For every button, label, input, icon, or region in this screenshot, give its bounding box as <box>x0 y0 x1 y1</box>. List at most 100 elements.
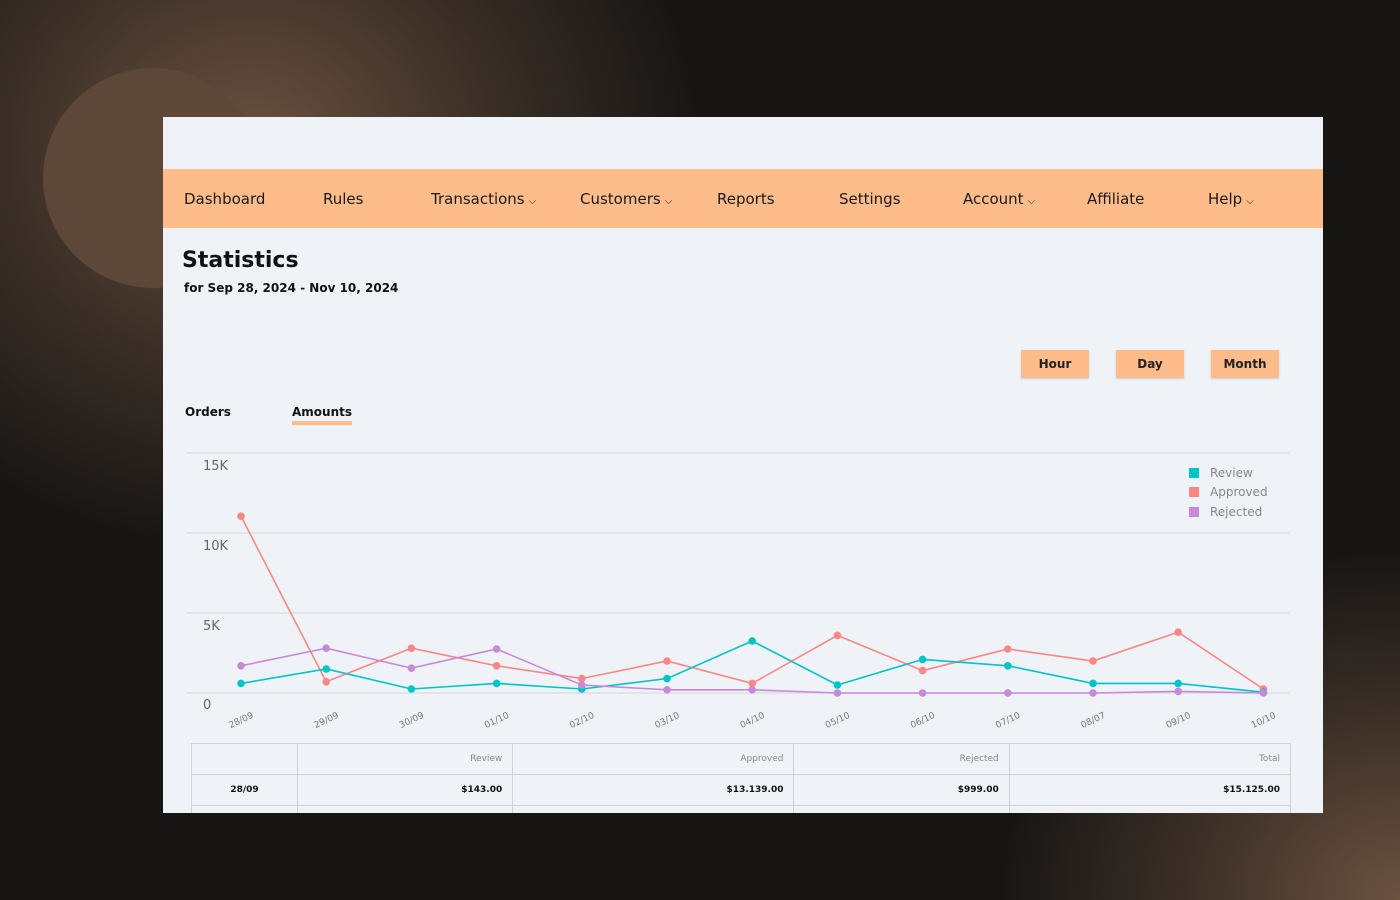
table-cell: $15.125.00 <box>1008 774 1292 806</box>
month-button[interactable]: Month <box>1211 350 1279 378</box>
legend-label: Review <box>1210 465 1253 480</box>
hour-button[interactable]: Hour <box>1021 350 1089 378</box>
column-header: Review <box>296 743 514 775</box>
x-tick-label: 07/10 <box>994 711 1022 731</box>
tab-orders[interactable]: Orders <box>185 405 231 419</box>
data-point-rejected <box>322 644 330 652</box>
nav-item-affiliate[interactable]: Affiliate <box>1087 190 1144 208</box>
nav-item-customers[interactable]: Customers ⌵ <box>580 190 672 208</box>
data-point-review <box>1174 679 1182 688</box>
data-point-approved <box>237 512 245 520</box>
data-point-approved <box>578 674 586 683</box>
data-point-rejected <box>492 645 501 653</box>
data-point-approved <box>918 666 927 675</box>
nav-item-label: Account <box>963 189 1024 208</box>
table-cell <box>191 805 298 813</box>
data-point-review <box>322 665 330 673</box>
data-point-approved <box>663 657 671 665</box>
data-point-review <box>918 655 927 664</box>
table-row <box>191 805 1292 813</box>
table-row: 28/09 $143.00 $13.139.00 $999.00 $15.125.00 <box>191 774 1292 806</box>
x-tick-label: 06/10 <box>909 711 937 731</box>
nav-item-label: Affiliate <box>1087 189 1145 208</box>
data-point-review <box>407 685 416 693</box>
column-header: Total <box>1008 743 1292 775</box>
data-point-approved <box>748 679 756 688</box>
y-tick-label: 10K <box>203 539 229 554</box>
series-line-approved <box>240 515 1264 690</box>
nav-item-transactions[interactable]: Transactions ⌵ <box>431 190 536 208</box>
data-point-approved <box>833 631 842 640</box>
table-cell <box>296 805 514 813</box>
x-tick-label: 01/10 <box>483 711 511 731</box>
nav-item-label: Dashboard <box>184 189 266 208</box>
nav-item-rules[interactable]: Rules <box>323 190 363 208</box>
column-header: Rejected <box>793 743 1010 775</box>
nav-item-settings[interactable]: Settings <box>839 190 901 208</box>
table-cell <box>793 805 1010 813</box>
nav-item-label: Customers <box>580 189 661 208</box>
column-header: Approved <box>512 743 795 775</box>
data-point-review <box>1089 679 1097 688</box>
page-title: Statistics <box>182 248 299 273</box>
nav-item-label: Reports <box>717 189 775 208</box>
chevron-down-icon: ⌵ <box>1027 195 1036 207</box>
tab-amounts[interactable]: Amounts <box>292 405 352 425</box>
data-point-rejected <box>1259 689 1268 697</box>
nav-item-label: Transactions <box>431 189 525 208</box>
table-cell: $999.00 <box>793 774 1010 806</box>
chart-legend: Review Approved Rejected <box>1189 463 1268 522</box>
y-tick-label: 0 <box>203 698 211 713</box>
data-point-review <box>492 679 501 688</box>
data-point-rejected <box>237 662 245 670</box>
data-point-approved <box>1004 645 1012 653</box>
x-tick-label: 10/10 <box>1250 711 1278 731</box>
x-tick-label: 02/10 <box>568 711 596 731</box>
nav-item-help[interactable]: Help ⌵ <box>1208 190 1254 208</box>
statistics-window: Dashboard Rules Transactions ⌵ Customers ⌵ Rep… <box>163 117 1323 813</box>
date-range: for Sep 28, 2024 - Nov 10, 2024 <box>184 281 399 295</box>
data-point-rejected <box>407 664 416 672</box>
data-point-approved <box>322 678 330 686</box>
data-point-rejected <box>1174 687 1182 696</box>
data-point-rejected <box>833 689 842 697</box>
x-tick-label: 05/10 <box>824 711 852 731</box>
nav-item-label: Help <box>1208 189 1243 208</box>
x-tick-label: 30/09 <box>398 711 426 731</box>
legend-swatch <box>1189 506 1199 517</box>
table-cell: $13.139.00 <box>512 774 795 806</box>
data-point-review <box>237 679 245 688</box>
legend-item: Rejected <box>1189 502 1268 522</box>
x-tick-label: 29/09 <box>313 711 341 731</box>
data-point-review <box>1004 662 1012 670</box>
data-point-rejected <box>1004 689 1012 697</box>
legend-swatch <box>1189 487 1199 498</box>
data-point-approved <box>492 662 501 670</box>
data-point-rejected <box>748 686 756 694</box>
data-point-rejected <box>663 686 671 694</box>
data-point-rejected <box>578 681 586 689</box>
x-tick-label: 09/10 <box>1165 711 1193 731</box>
x-tick-label: 08/07 <box>1080 711 1108 731</box>
chevron-down-icon: ⌵ <box>528 195 537 207</box>
day-button[interactable]: Day <box>1116 350 1184 378</box>
amounts-table: Review Approved Rejected Total 28/09 $143.00… <box>191 743 1292 813</box>
nav-item-reports[interactable]: Reports <box>717 190 775 208</box>
table-cell: 28/09 <box>191 774 298 806</box>
data-point-review <box>748 637 756 645</box>
x-tick-label: 03/10 <box>654 711 682 731</box>
legend-swatch <box>1189 467 1199 478</box>
data-point-approved <box>1174 628 1182 636</box>
x-tick-label: 04/10 <box>739 711 767 731</box>
x-tick-label: 28/09 <box>228 711 256 731</box>
data-point-review <box>833 681 842 689</box>
legend-label: Approved <box>1210 485 1268 500</box>
nav-item-dashboard[interactable]: Dashboard <box>184 190 265 208</box>
data-point-rejected <box>918 689 927 697</box>
legend-item: Review <box>1189 463 1268 483</box>
data-point-approved <box>1089 657 1097 665</box>
chevron-down-icon: ⌵ <box>1246 195 1254 207</box>
nav-item-account[interactable]: Account ⌵ <box>963 190 1035 208</box>
y-tick-label: 15K <box>203 459 229 474</box>
data-point-rejected <box>1089 689 1097 697</box>
